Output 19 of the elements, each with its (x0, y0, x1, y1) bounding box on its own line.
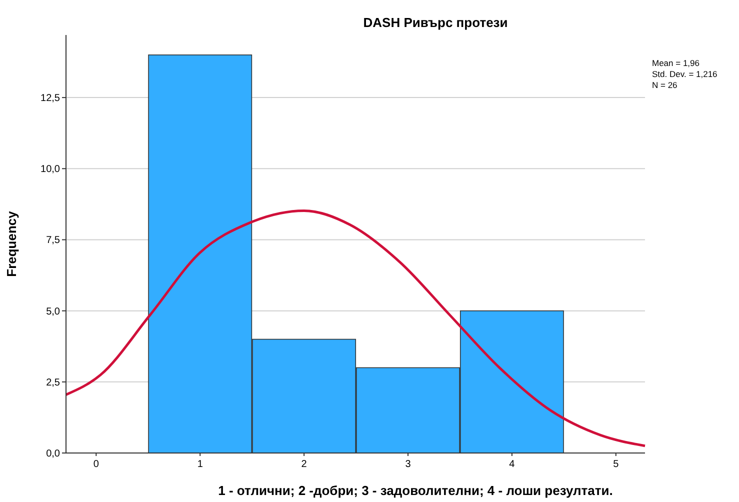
y-tick-label: 12,5 (40, 93, 60, 104)
chart-title: DASH Ривърс протези (363, 15, 508, 30)
y-tick-label: 7,5 (46, 235, 60, 246)
y-axis-title: Frequency (4, 210, 19, 277)
y-tick-label: 10,0 (40, 164, 60, 176)
y-tick-label: 5,0 (46, 306, 60, 318)
x-tick-label: 4 (509, 459, 516, 470)
x-tick-label: 1 (197, 459, 204, 470)
y-tick-label: 2,5 (46, 377, 60, 388)
x-axis-title: 1 - отлични; 2 -добри; 3 - задоволителни; 4 - лоши резултати. (218, 483, 613, 498)
x-tick-label: 5 (613, 459, 620, 470)
x-tick-label: 3 (405, 459, 412, 470)
line-series (64, 209, 646, 448)
x-tick-label: 2 (301, 459, 308, 470)
x-tick-label: 0 (93, 459, 100, 470)
text: Mean = 1,96 (652, 58, 700, 68)
text: N = 26 (652, 80, 678, 90)
y-tick-label: 0,0 (46, 448, 60, 460)
text: Std. Dev. = 1,216 (652, 69, 718, 79)
